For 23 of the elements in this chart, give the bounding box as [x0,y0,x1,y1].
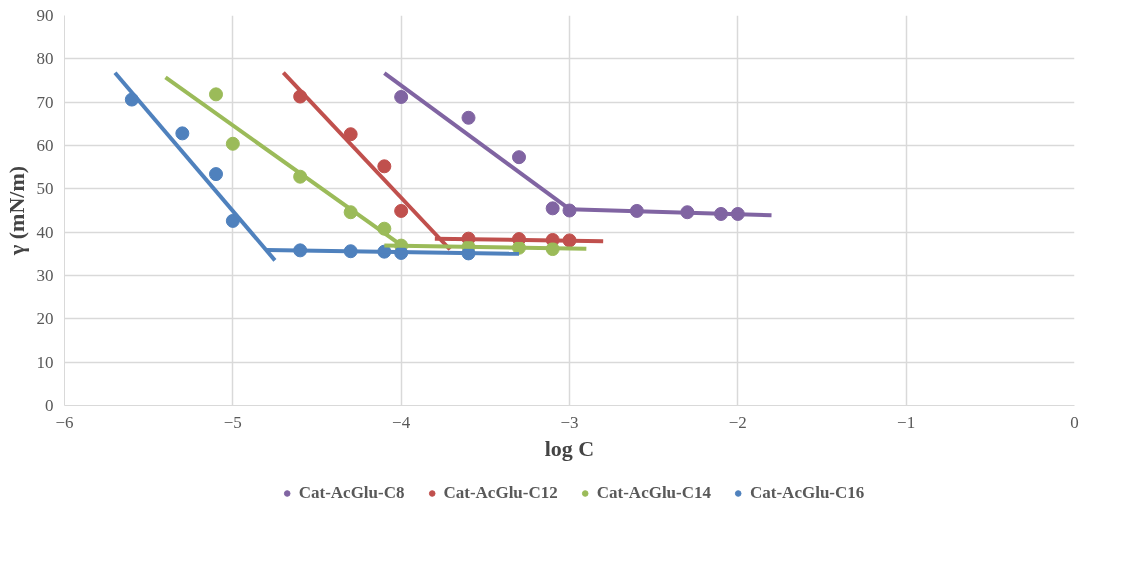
y-tick-label: 0 [45,396,54,415]
legend-label: Cat-AcGlu-C12 [443,483,558,503]
x-tick-label: −2 [728,412,747,432]
y-tick-label: 40 [36,222,54,242]
y-tick-label: 10 [36,352,54,372]
legend-label: Cat-AcGlu-C14 [596,483,712,503]
x-tick-label: −5 [223,412,242,432]
y-tick-label: 30 [36,266,54,285]
x-tick-label: 0 [1070,412,1079,432]
x-tick-label: −1 [897,412,916,432]
y-tick-label: 80 [36,49,54,69]
y-tick-label: 90 [36,6,54,25]
x-tick-label: −3 [560,412,579,432]
y-tick-label: 60 [36,136,54,155]
x-tick-label: −6 [55,412,74,432]
legend-label: Cat-AcGlu-C16 [750,483,865,503]
y-axis-title: γ (mN/m) [3,165,29,257]
x-axis-title: log C [544,435,595,461]
y-tick-label: 20 [36,309,54,329]
y-tick-label: 70 [36,92,54,112]
y-tick-label: 50 [36,179,54,199]
legend-label: Cat-AcGlu-C8 [298,483,405,503]
x-tick-label: −4 [392,412,411,432]
